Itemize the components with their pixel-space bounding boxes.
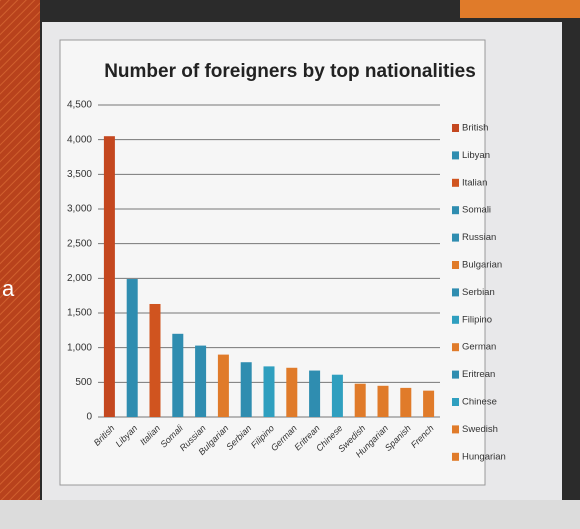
- legend-swatch: [452, 371, 459, 379]
- legend-label: Eritrean: [462, 369, 495, 380]
- chart-title: Number of foreigners by top nationalitie…: [104, 61, 476, 82]
- y-tick-label: 2,500: [67, 238, 92, 249]
- legend-label: Filipino: [462, 314, 492, 325]
- bar: [150, 304, 161, 417]
- legend-label: German: [462, 342, 496, 353]
- chart: a Number of foreigners by top nationalit…: [0, 0, 580, 529]
- legend-label: Swedish: [462, 424, 498, 435]
- bar: [423, 391, 434, 417]
- y-tick-label: 3,500: [67, 169, 92, 180]
- bar: [241, 362, 252, 417]
- y-tick-label: 2,000: [67, 273, 92, 284]
- legend-label: Russian: [462, 232, 496, 243]
- y-tick-label: 1,500: [67, 308, 92, 319]
- legend-swatch: [452, 453, 459, 461]
- bar: [104, 136, 115, 417]
- legend-label: Libyan: [462, 150, 490, 161]
- legend-swatch: [452, 124, 459, 132]
- y-tick-label: 0: [86, 412, 92, 423]
- legend-swatch: [452, 398, 459, 406]
- legend-swatch: [452, 316, 459, 324]
- slide-accent: [460, 0, 580, 18]
- bar: [400, 388, 411, 417]
- slide-text: a: [2, 276, 15, 301]
- bar: [218, 355, 229, 417]
- y-tick-label: 1,000: [67, 342, 92, 353]
- y-tick-label: 500: [75, 377, 92, 388]
- legend-swatch: [452, 234, 459, 242]
- legend-label: Somali: [462, 205, 491, 216]
- bar: [378, 386, 389, 417]
- slide-stripe: [0, 0, 40, 500]
- legend-label: Serbian: [462, 287, 495, 298]
- taskbar: [0, 500, 580, 529]
- bar: [127, 279, 138, 417]
- y-tick-label: 3,000: [67, 204, 92, 215]
- bar: [355, 384, 366, 417]
- legend-label: Chinese: [462, 397, 497, 408]
- bar: [286, 368, 297, 417]
- page: a Number of foreigners by top nationalit…: [0, 0, 580, 529]
- bar: [332, 375, 343, 417]
- legend-label: Bulgarian: [462, 260, 502, 271]
- legend-swatch: [452, 343, 459, 351]
- y-tick-label: 4,500: [67, 100, 92, 111]
- y-tick-label: 4,000: [67, 134, 92, 145]
- bar: [264, 366, 275, 417]
- chart-frame: [60, 40, 485, 485]
- bar: [195, 346, 206, 417]
- legend-swatch: [452, 288, 459, 296]
- legend-swatch: [452, 179, 459, 187]
- bar: [309, 371, 320, 417]
- legend-label: Hungarian: [462, 451, 506, 462]
- legend-label: Italian: [462, 177, 487, 188]
- legend-swatch: [452, 151, 459, 159]
- legend-swatch: [452, 425, 459, 433]
- legend-swatch: [452, 261, 459, 269]
- bar: [172, 334, 183, 417]
- legend-swatch: [452, 206, 459, 214]
- legend-label: British: [462, 123, 488, 134]
